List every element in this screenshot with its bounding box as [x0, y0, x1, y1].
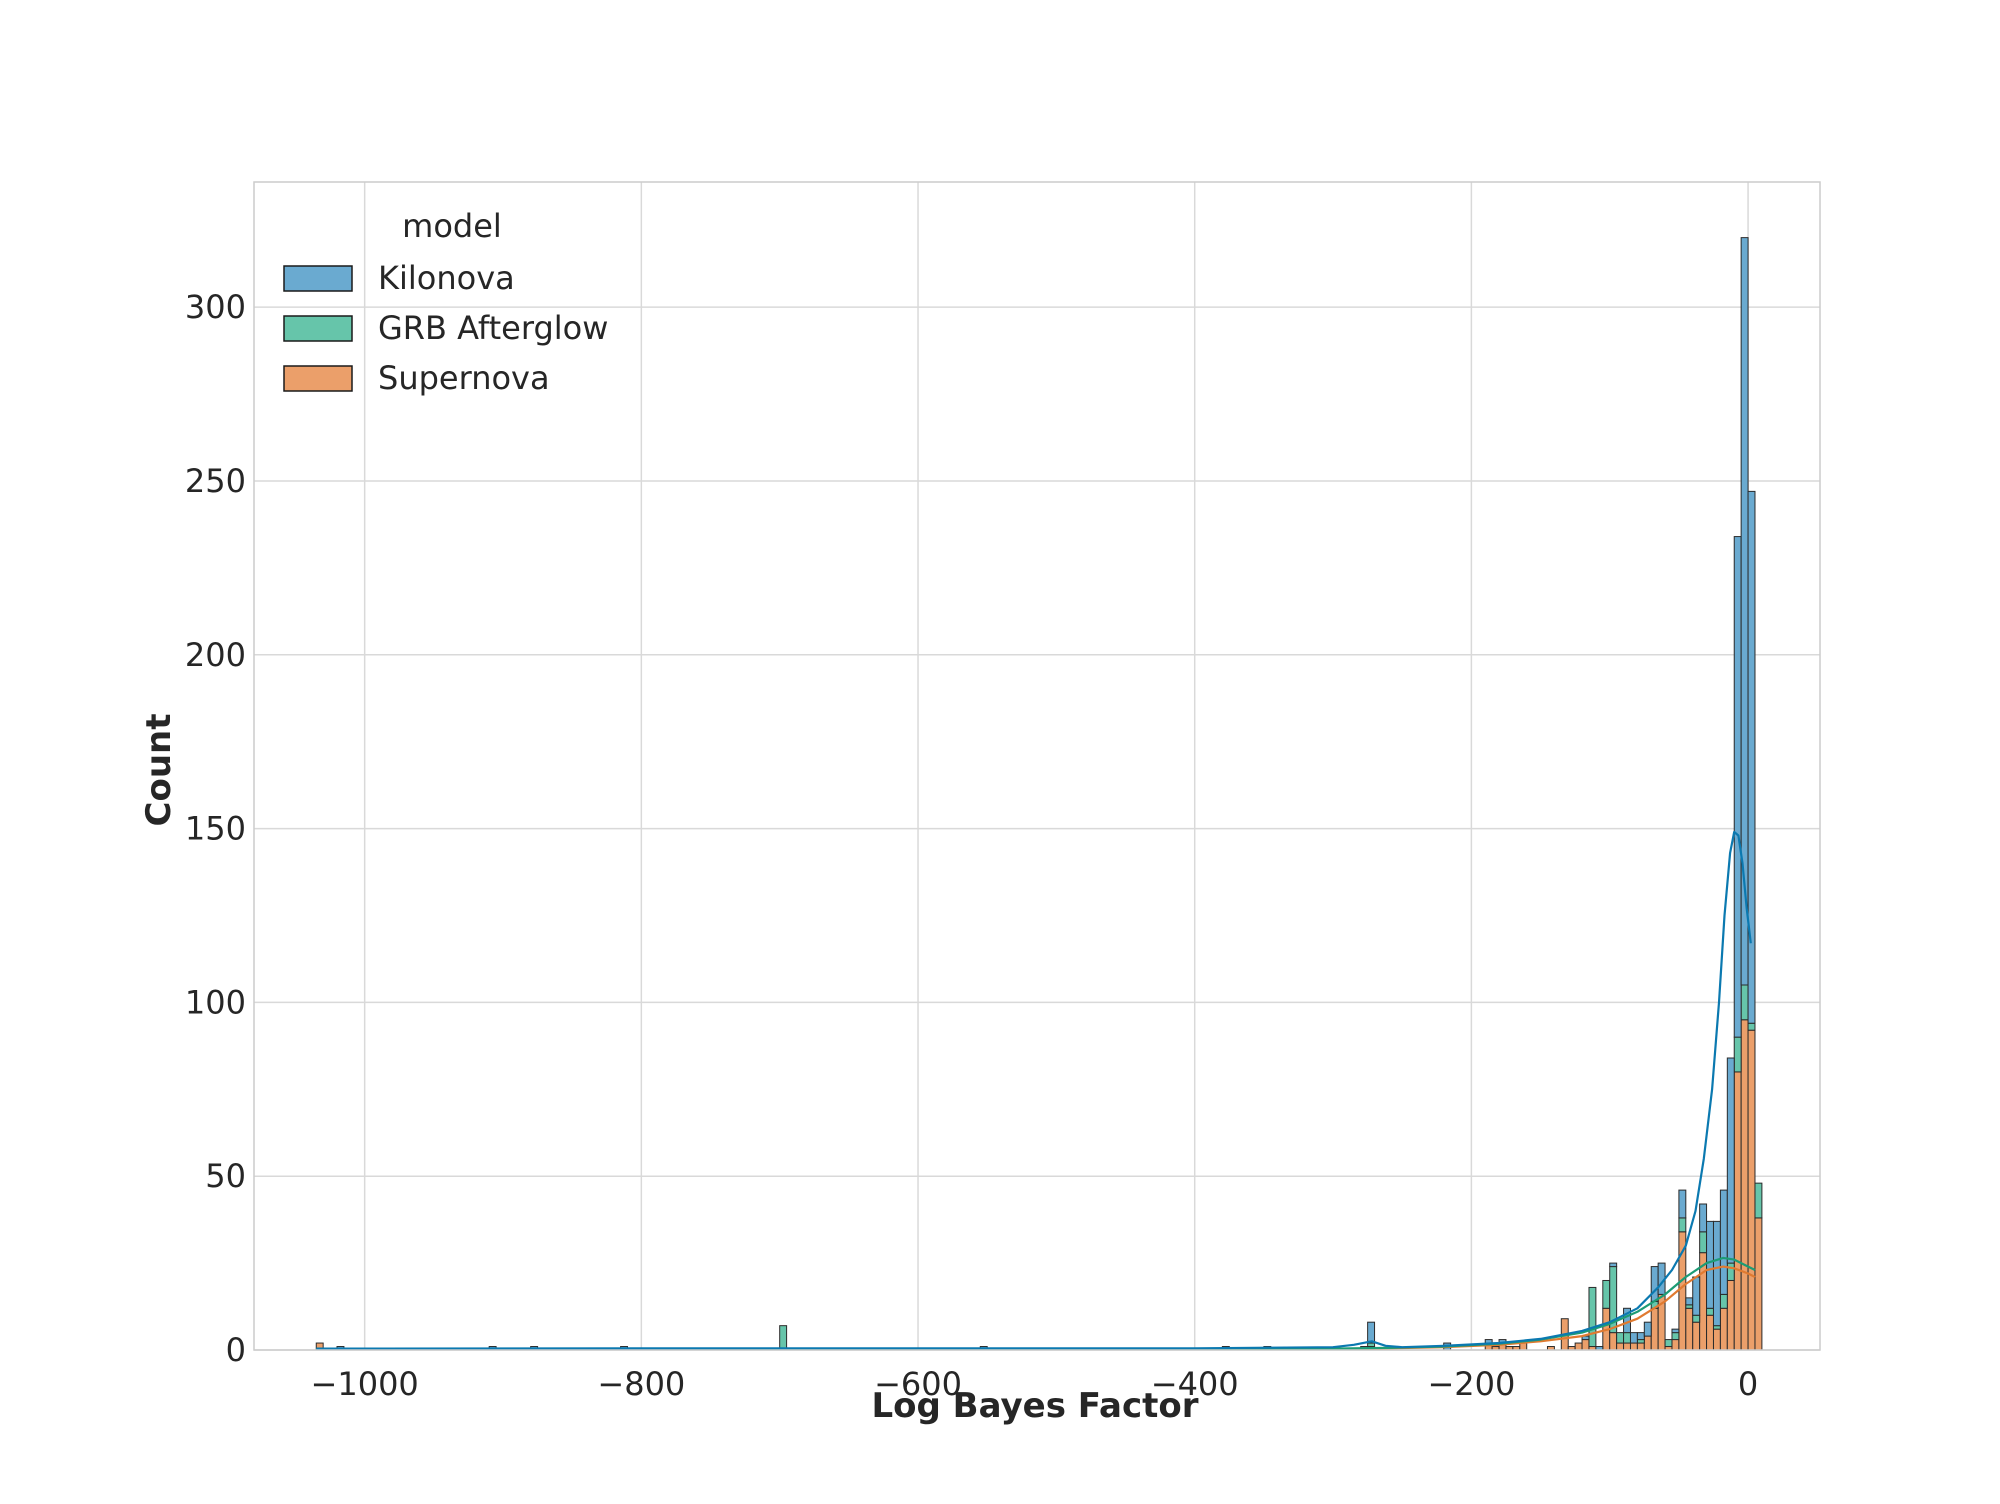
supernova-bar: [1733, 1071, 1742, 1351]
grb-afterglow-bar: [779, 1325, 788, 1351]
x-tick-label: −400: [1151, 1365, 1239, 1403]
grb-afterglow-kde-line: [316, 1256, 1756, 1351]
grb-afterglow-bar: [1712, 1325, 1721, 1330]
histogram-bars: [315, 237, 1763, 1351]
grb-afterglow-bar: [1747, 1022, 1756, 1031]
grb-afterglow-bar: [1616, 1332, 1625, 1344]
supernova-bar: [1643, 1335, 1652, 1351]
grb-afterglow-bar: [1699, 1231, 1708, 1254]
grb-afterglow-bar: [1636, 1339, 1645, 1344]
supernova-bar: [1636, 1342, 1645, 1351]
y-tick-label: 250: [185, 462, 246, 500]
grb-afterglow-bar: [1726, 1262, 1735, 1281]
grb-afterglow-bar: [1664, 1339, 1673, 1348]
y-tick-label: 150: [185, 810, 246, 848]
x-tick-label: −600: [874, 1365, 962, 1403]
grb-afterglow-bar: [1754, 1182, 1763, 1219]
grb-afterglow-bar: [1671, 1332, 1680, 1341]
grb-afterglow-bar: [1678, 1217, 1687, 1233]
kde-curves: [316, 830, 1756, 1351]
grb-afterglow-bar: [1719, 1293, 1728, 1309]
grb-afterglow-bar: [1367, 1342, 1376, 1348]
legend-entries: Kilonova GRB Afterglow Supernova: [283, 259, 608, 397]
y-axis-ticks: 0 50 100 150 200 250 300: [185, 288, 246, 1369]
supernova-bar: [1581, 1339, 1590, 1351]
plot-frame: [253, 181, 1821, 1351]
supernova-bar: [1726, 1279, 1735, 1351]
kilonova-bar: [1629, 1332, 1638, 1344]
x-tick-label: −800: [597, 1365, 685, 1403]
x-axis-title: Log Bayes Factor: [871, 1386, 1198, 1426]
grb-afterglow-bar: [1692, 1314, 1701, 1323]
supernova-bar: [1616, 1342, 1625, 1351]
grb-afterglow-bar: [1602, 1279, 1611, 1309]
legend-swatch-kilonova: [283, 265, 353, 292]
supernova-bar: [1685, 1307, 1694, 1351]
y-tick-label: 300: [185, 288, 246, 326]
supernova-bar: [1747, 1029, 1756, 1351]
supernova-bar: [1671, 1339, 1680, 1351]
kilonova-bar: [1699, 1203, 1708, 1233]
grb-afterglow-bar: [1740, 984, 1749, 1021]
x-tick-label: −1000: [311, 1365, 419, 1403]
supernova-kde-line: [316, 1265, 1756, 1351]
supernova-bar: [1629, 1342, 1638, 1351]
supernova-bar: [1754, 1217, 1763, 1351]
kilonova-bar: [1643, 1321, 1652, 1337]
supernova-bar: [1719, 1307, 1728, 1351]
grb-afterglow-bar: [1588, 1286, 1597, 1348]
kilonova-bar: [1367, 1321, 1376, 1344]
kilonova-bar: [1747, 490, 1756, 1024]
legend-swatch-supernova: [283, 365, 353, 392]
supernova-bar: [1706, 1314, 1714, 1351]
kilonova-bar: [1733, 536, 1742, 1038]
grb-afterglow-bar: [1706, 1307, 1714, 1316]
x-tick-label: −200: [1427, 1365, 1515, 1403]
legend-label-kilonova: Kilonova: [378, 259, 515, 297]
kilonova-bar: [1712, 1220, 1721, 1327]
grb-afterglow-bar: [1685, 1304, 1694, 1309]
kilonova-bar: [1671, 1328, 1680, 1334]
y-axis-title: Count: [139, 714, 179, 827]
supernova-bar: [1623, 1342, 1631, 1351]
supernova-bar: [1740, 1019, 1749, 1351]
kilonova-bar: [1719, 1189, 1728, 1295]
legend-label-supernova: Supernova: [378, 359, 550, 397]
y-tick-label: 50: [205, 1157, 246, 1195]
supernova-bar: [1609, 1332, 1618, 1351]
kilonova-bar: [1706, 1220, 1714, 1309]
kilonova-bar: [1609, 1262, 1618, 1268]
supernova-bar: [1712, 1328, 1721, 1351]
legend-title: model: [402, 207, 502, 245]
y-tick-label: 200: [185, 636, 246, 674]
supernova-bar: [1519, 1342, 1528, 1351]
y-tick-label: 0: [226, 1331, 246, 1369]
supernova-bar: [1692, 1321, 1701, 1351]
supernova-bar: [1574, 1342, 1583, 1351]
grb-afterglow-bar: [1733, 1036, 1742, 1073]
y-tick-label: 100: [185, 983, 246, 1021]
supernova-bar: [1650, 1307, 1659, 1351]
kilonova-bar: [1692, 1276, 1701, 1316]
x-tick-label: 0: [1738, 1365, 1758, 1403]
legend: model Kilonova GRB Afterglow Supernova: [283, 207, 608, 397]
kilonova-bar: [1678, 1189, 1687, 1219]
kilonova-kde-line: [316, 830, 1752, 1350]
kilonova-bar: [1650, 1266, 1659, 1302]
legend-label-grb-afterglow: GRB Afterglow: [378, 309, 608, 347]
grid-layer: [254, 182, 1820, 1351]
legend-swatch-grb-afterglow: [283, 315, 353, 342]
grb-afterglow-bar: [1623, 1332, 1631, 1344]
kilonova-bar: [1685, 1297, 1694, 1306]
kilonova-bar: [1740, 237, 1749, 986]
x-axis-ticks: −1000 −800 −600 −400 −200 0: [311, 1365, 1759, 1403]
kilonova-bar: [1726, 1057, 1735, 1264]
kilonova-bar: [1636, 1332, 1645, 1341]
